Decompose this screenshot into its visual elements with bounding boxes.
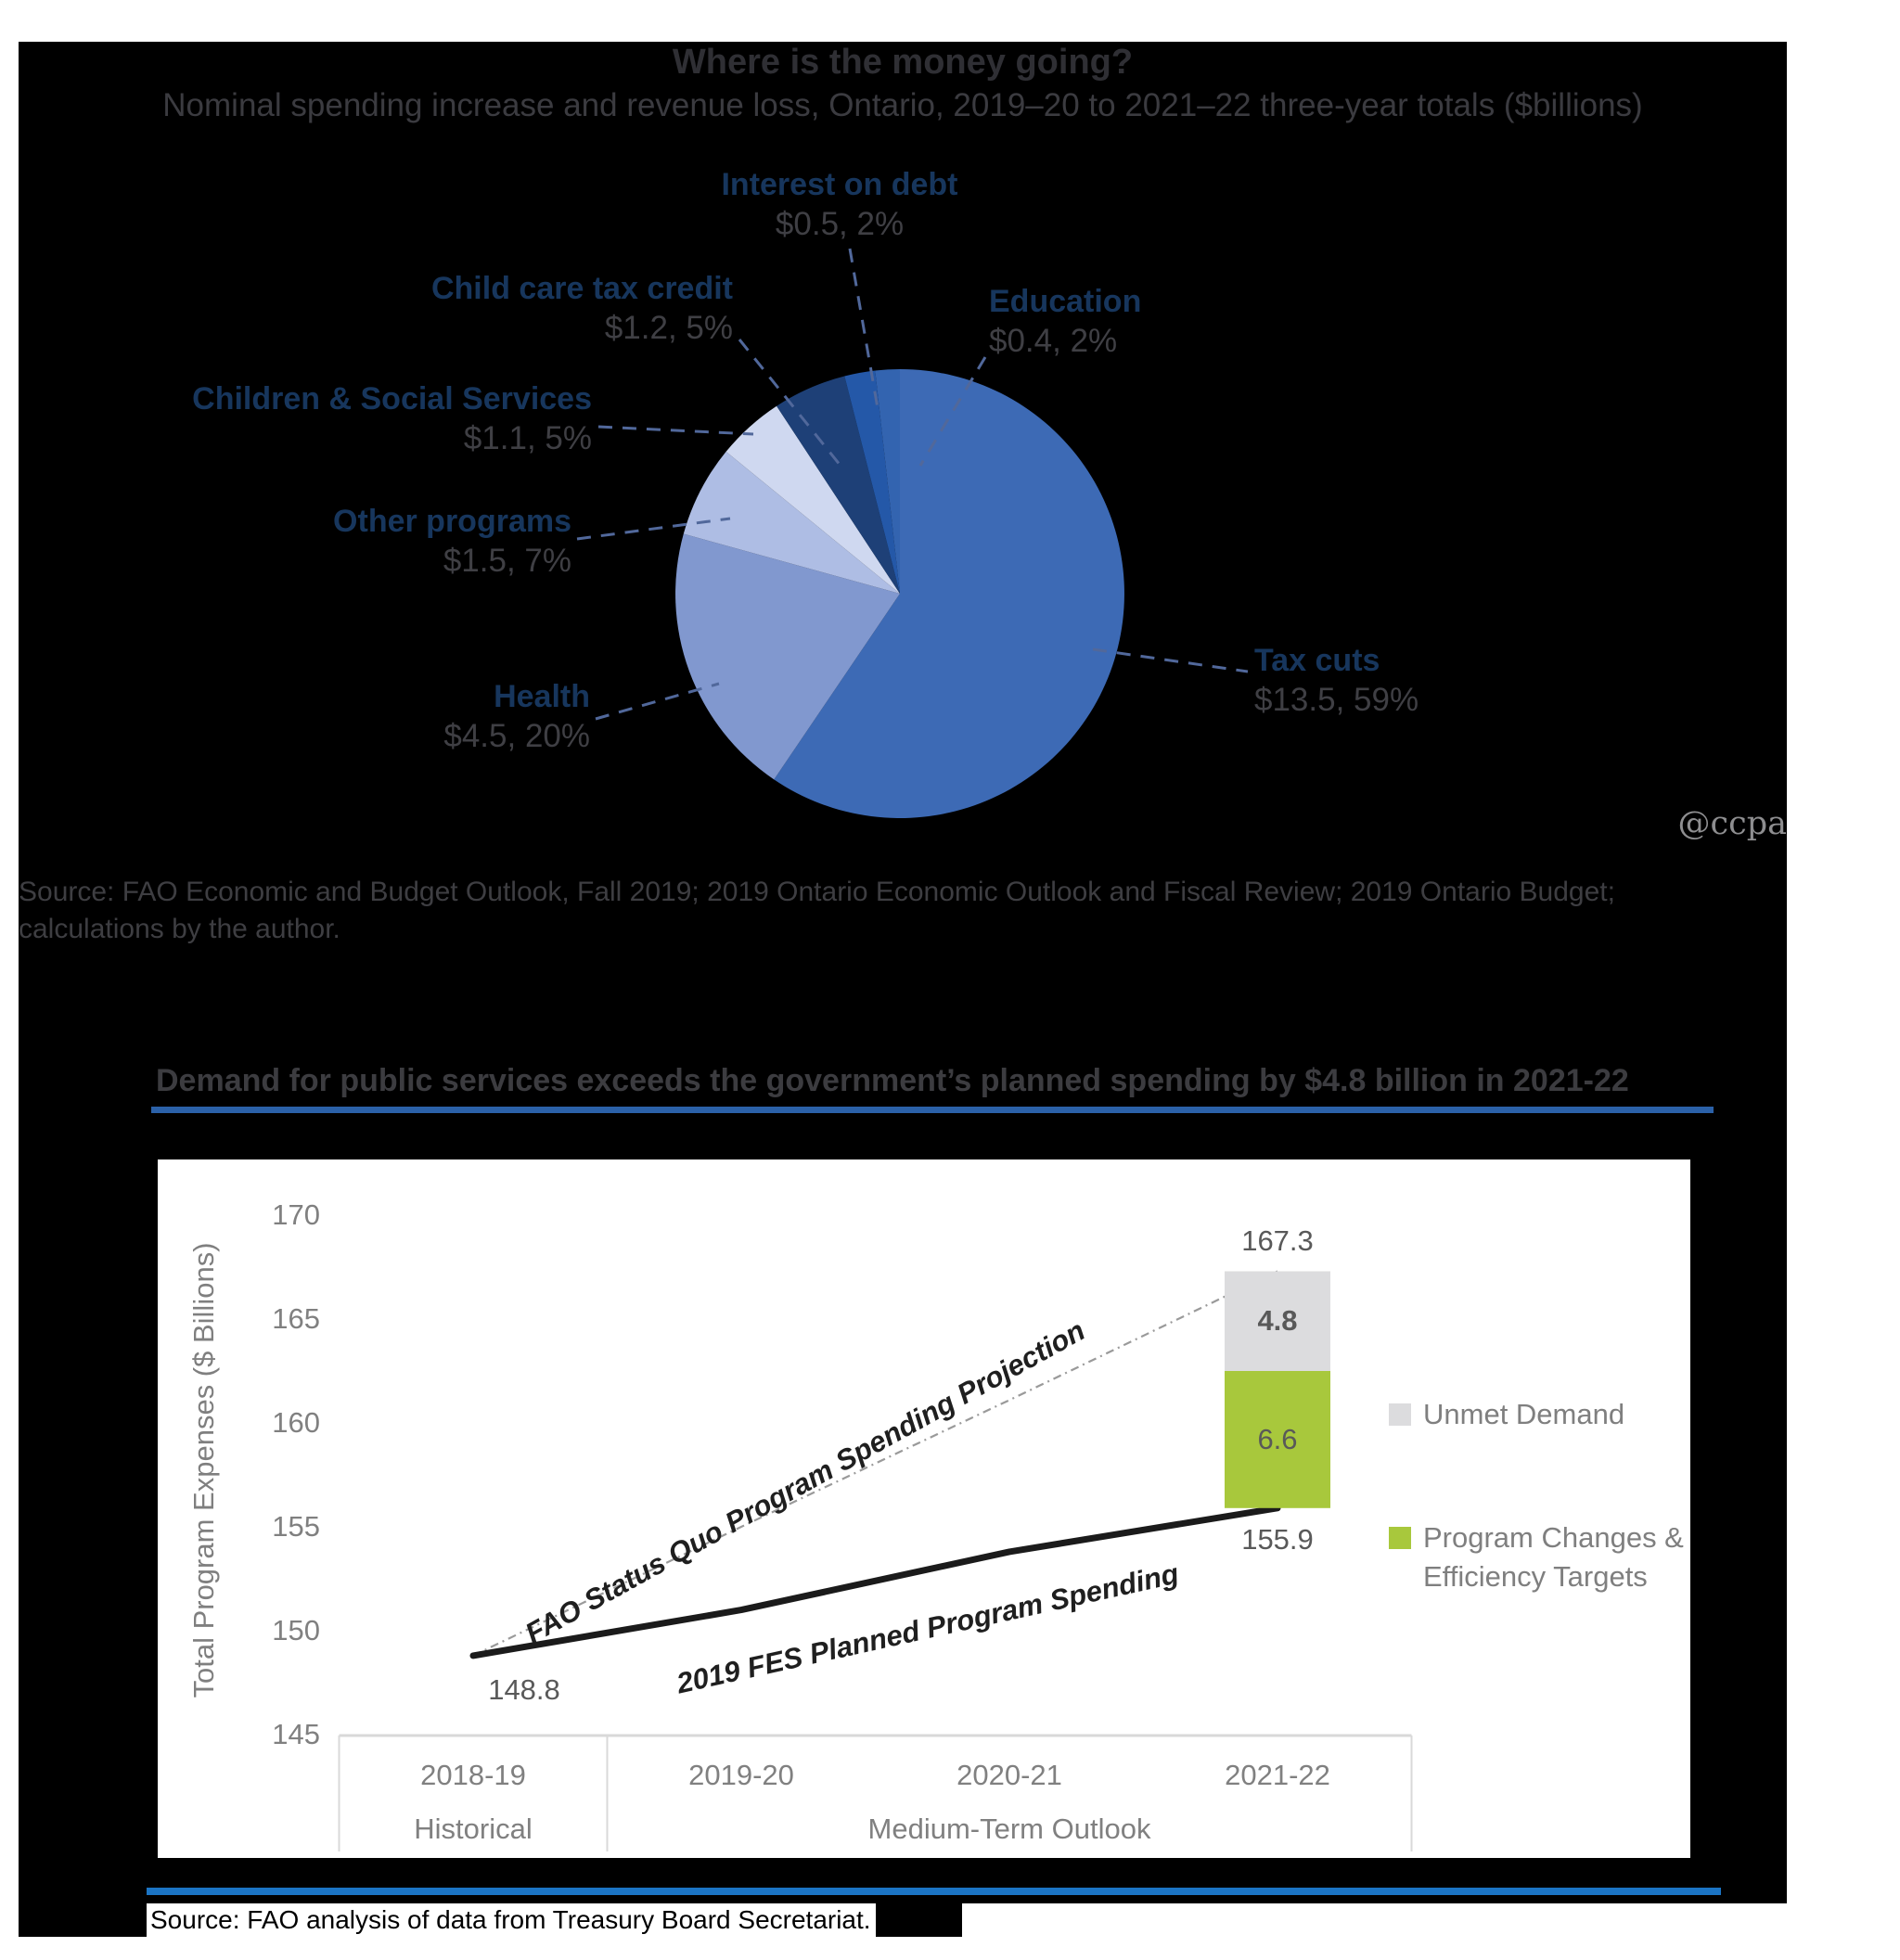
pie-slice-value-5: $0.5, 2% — [775, 206, 905, 242]
watermark-handle: @ccpa — [1677, 805, 1787, 842]
x-category-label-0: 2018-19 — [420, 1759, 526, 1791]
x-category-label-2: 2020-21 — [956, 1759, 1062, 1791]
pie-slice-label-1: Health — [494, 679, 590, 714]
pie-leader-line-6 — [918, 356, 987, 467]
pie-chart-subtitle: Nominal spending increase and revenue lo… — [162, 87, 1643, 123]
pie-slice-label-2: Other programs — [333, 504, 571, 539]
pie-leader-line-3 — [597, 425, 754, 436]
pie-slice-label-6: Education — [989, 284, 1142, 319]
x-category-label-1: 2019-20 — [688, 1759, 794, 1791]
pie-slice-label-4: Child care tax credit — [430, 271, 733, 306]
fes-planned-line — [469, 1505, 1281, 1659]
pie-slice-value-0: $13.5, 59% — [1254, 682, 1419, 718]
bar-chart-title: Demand for public services exceeds the g… — [156, 1063, 1629, 1098]
y-tick-label-145: 145 — [272, 1718, 320, 1750]
y-tick-label-165: 165 — [272, 1302, 320, 1335]
bar-base-value-label: 155.9 — [1241, 1523, 1314, 1556]
pie-slice-label-0: Tax cuts — [1254, 643, 1380, 678]
pie-slice-value-2: $1.5, 7% — [443, 543, 571, 579]
legend-label-1-1: Efficiency Targets — [1423, 1560, 1648, 1593]
pie-slice-6 — [875, 369, 900, 594]
legend-label-0-0: Unmet Demand — [1423, 1398, 1625, 1430]
bar-segment-1 — [1225, 1271, 1330, 1371]
pie-chart-title: Where is the money going? — [672, 43, 1134, 82]
unmet-demand-value-label: 4.8 — [1257, 1304, 1298, 1337]
fao-chart-plot-area — [158, 1159, 1690, 1858]
start-point-value-label: 148.8 — [488, 1673, 560, 1706]
pie-leader-line-2 — [576, 517, 731, 541]
title-divider-rule — [151, 1107, 1714, 1113]
fao-status-quo-line — [472, 1270, 1278, 1657]
pie-leader-line-1 — [595, 682, 720, 721]
program-changes-value-label: 6.6 — [1257, 1423, 1298, 1455]
pie-slice-value-6: $0.4, 2% — [989, 323, 1118, 359]
pie-slice-1 — [675, 533, 900, 780]
y-tick-label-155: 155 — [272, 1510, 320, 1543]
pie-leader-line-0 — [1092, 647, 1249, 673]
pie-slice-5 — [844, 370, 900, 594]
pie-leader-line-5 — [848, 248, 879, 409]
pie-slice-value-1: $4.5, 20% — [443, 718, 590, 754]
category-group-label-0: Historical — [414, 1813, 533, 1845]
pie-slice-label-3: Children & Social Services — [192, 381, 592, 416]
y-tick-label-160: 160 — [272, 1406, 320, 1439]
bar-top-value-label: 167.3 — [1241, 1224, 1314, 1257]
pie-source-line2: calculations by the author. — [19, 914, 340, 944]
pie-slice-4 — [777, 376, 900, 594]
pie-slice-3 — [725, 405, 900, 594]
pie-source-note: Source: FAO Economic and Budget Outlook,… — [19, 874, 1772, 948]
pie-slice-label-5: Interest on debt — [721, 167, 958, 202]
y-axis-title: Total Program Expenses ($ Billions) — [187, 1242, 220, 1698]
legend-swatch-0 — [1389, 1403, 1411, 1426]
pie-leader-line-4 — [738, 339, 842, 467]
pie-slice-2 — [683, 451, 900, 594]
pie-slice-0 — [774, 369, 1124, 818]
bar-segment-0 — [1225, 1371, 1330, 1508]
pie-source-line1: Source: FAO Economic and Budget Outlook,… — [19, 877, 1615, 907]
source-divider-rule — [147, 1888, 1721, 1895]
pie-slice-value-4: $1.2, 5% — [604, 310, 733, 346]
legend-swatch-1 — [1389, 1527, 1411, 1549]
y-tick-label-150: 150 — [272, 1614, 320, 1646]
pie-slice-value-3: $1.1, 5% — [463, 420, 592, 456]
y-tick-label-170: 170 — [272, 1198, 320, 1231]
bar-chart-source-note: Source: FAO analysis of data from Treasu… — [147, 1903, 876, 1937]
legend-label-1-0: Program Changes & — [1423, 1521, 1684, 1554]
x-category-label-3: 2021-22 — [1225, 1759, 1330, 1791]
category-group-label-1: Medium-Term Outlook — [867, 1813, 1151, 1845]
